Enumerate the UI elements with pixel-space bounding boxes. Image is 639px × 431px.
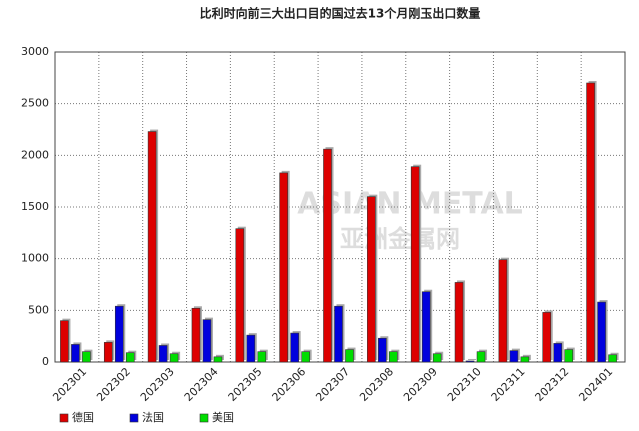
bar	[476, 351, 486, 363]
bar	[345, 349, 354, 363]
bar	[169, 353, 179, 363]
bar	[147, 131, 157, 363]
bar	[213, 356, 223, 363]
bar	[421, 291, 431, 363]
x-tick-label: 202306	[270, 365, 309, 404]
bar	[191, 307, 201, 363]
bar	[520, 356, 530, 363]
bar	[82, 351, 91, 363]
bar	[542, 312, 552, 363]
x-tick-label: 202311	[489, 365, 528, 404]
bar	[103, 342, 113, 363]
y-tick-label: 0	[42, 355, 49, 368]
x-tick-label: 202307	[313, 365, 352, 404]
bar	[158, 345, 168, 363]
x-tick-label: 202310	[445, 365, 484, 404]
legend-label: 法国	[142, 410, 164, 424]
legend-label: 美国	[212, 411, 234, 424]
y-tick-label: 2000	[21, 148, 49, 161]
chart-title: 比利时向前三大出口目的国过去13个月刚玉出口数量	[200, 6, 481, 21]
x-tick-label: 202308	[357, 365, 396, 404]
x-tick-label: 202304	[182, 365, 221, 404]
bar	[202, 319, 212, 363]
bar	[367, 196, 376, 363]
bar	[71, 344, 80, 363]
bar	[454, 282, 464, 363]
bar	[301, 351, 310, 363]
legend-swatch	[199, 413, 209, 423]
y-tick-label: 2500	[21, 97, 49, 110]
x-tick-label: 202401	[576, 365, 615, 404]
x-tick-label: 202302	[94, 365, 133, 404]
bar	[334, 305, 343, 363]
bar	[125, 352, 135, 363]
bar	[246, 334, 256, 363]
bar-shadow	[468, 358, 477, 360]
x-tick-label: 202303	[138, 365, 177, 404]
bar	[323, 148, 332, 363]
bar	[498, 259, 508, 363]
y-tick-label: 500	[28, 303, 49, 316]
y-tick-label: 1000	[21, 252, 49, 265]
bar	[410, 166, 420, 363]
bar	[608, 354, 617, 363]
bar	[279, 172, 288, 363]
x-tick-label: 202305	[226, 365, 265, 404]
y-tick-label: 3000	[21, 45, 49, 58]
legend-swatch	[129, 413, 139, 423]
bar	[235, 228, 245, 363]
bar	[290, 332, 299, 363]
bar	[60, 320, 69, 363]
bar	[465, 360, 475, 363]
x-tick-label: 202301	[50, 365, 89, 404]
bar	[114, 305, 124, 363]
bar	[509, 350, 519, 363]
bar	[564, 349, 574, 363]
bar	[389, 351, 398, 363]
bar	[257, 351, 267, 363]
x-tick-label: 202309	[401, 365, 440, 404]
watermark: ASIAN METAL	[297, 187, 523, 222]
bar	[432, 353, 442, 363]
bar	[553, 343, 563, 363]
watermark: 亚洲金属网	[340, 225, 460, 253]
bar	[586, 82, 595, 363]
legend-label: 德国	[72, 410, 94, 424]
y-tick-label: 1500	[21, 200, 49, 213]
bar	[378, 337, 387, 363]
bar	[597, 301, 606, 363]
x-tick-label: 202312	[533, 365, 572, 404]
legend-swatch	[59, 413, 69, 423]
